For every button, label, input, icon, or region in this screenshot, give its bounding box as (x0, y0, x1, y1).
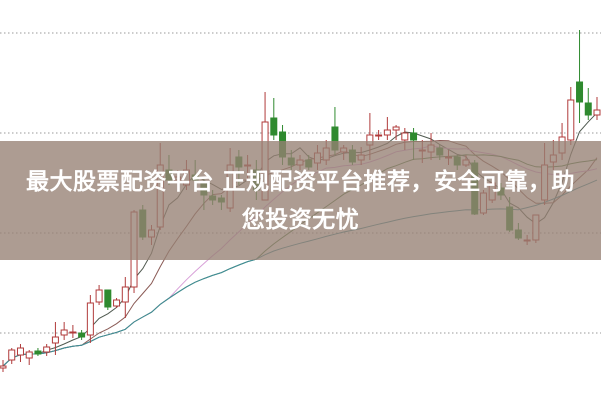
candle-body (121, 286, 129, 303)
candle-body (584, 102, 592, 116)
candle-body (401, 132, 409, 141)
candle-body (270, 117, 278, 136)
candle-body (383, 129, 391, 136)
candle-body (43, 346, 51, 353)
candle-body (60, 329, 68, 336)
candle-body (69, 331, 77, 334)
candle-body (0, 365, 7, 369)
candle-body (86, 302, 94, 336)
candle-body (593, 109, 601, 116)
candle-body (51, 336, 59, 344)
candle-body (78, 332, 86, 338)
candle-body (16, 347, 24, 356)
headline-text: 最大股票配资平台 正规配资平台推荐，安全可靠，助您投资无忧 (25, 168, 575, 233)
candle-body (567, 99, 575, 141)
candle-body (104, 289, 112, 308)
candle-body (375, 134, 383, 137)
candle-body (95, 289, 103, 303)
candle-body (8, 349, 16, 361)
candle-body (392, 126, 400, 131)
candle-body (34, 350, 42, 355)
candle-body (25, 351, 33, 359)
candle-body (576, 81, 584, 103)
candle-body (113, 299, 121, 307)
candle-body (410, 132, 418, 141)
headline-banner: 最大股票配资平台 正规配资平台推荐，安全可靠，助您投资无忧 (0, 141, 601, 260)
